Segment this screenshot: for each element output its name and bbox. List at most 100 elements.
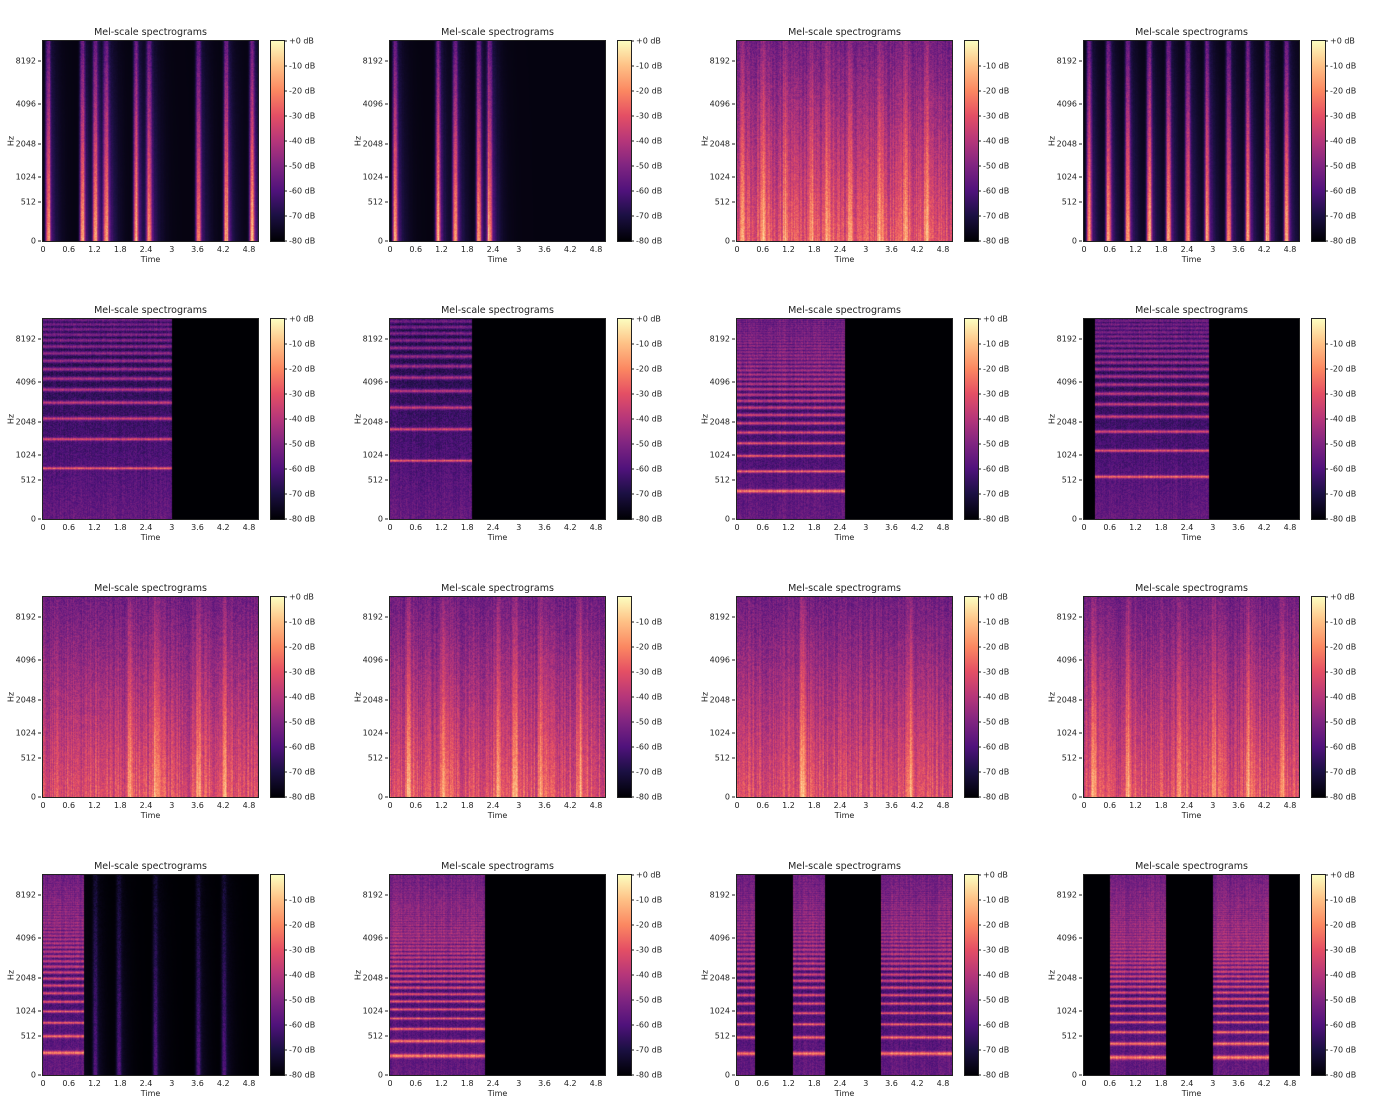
colorbar-tick-label: -10 dB <box>284 62 315 71</box>
x-axis-label: Time <box>140 1089 161 1098</box>
y-tick-label: 1024 <box>1057 729 1082 738</box>
y-tick-label: 0 <box>31 515 41 524</box>
colorbar-tick-label: -70 dB <box>631 768 662 777</box>
chart-title: Mel-scale spectrograms <box>94 583 207 594</box>
colorbar-tick-label: -40 dB <box>978 971 1009 980</box>
x-tick-label: 1.8 <box>460 801 474 810</box>
colorbar-tick-label: -50 dB <box>284 718 315 727</box>
y-tick-label: 4096 <box>363 934 388 943</box>
colorbar-tick-label: -40 dB <box>978 415 1009 424</box>
colorbar-tick-label: -40 dB <box>631 693 662 702</box>
colorbar-tick-label: -50 dB <box>284 440 315 449</box>
colorbar-tick-label: -30 dB <box>631 668 662 677</box>
colorbar-tick-label: -10 dB <box>978 62 1009 71</box>
spectrogram-image <box>43 875 258 1075</box>
y-tick-label: 1024 <box>363 173 388 182</box>
x-tick-label: 1.2 <box>435 523 448 532</box>
x-tick-label: 4.8 <box>936 523 950 532</box>
colorbar-tick-label: -50 dB <box>978 162 1009 171</box>
spectrogram-image <box>1084 41 1299 241</box>
x-tick-label: 3.6 <box>1232 245 1245 254</box>
x-tick-label: 1.8 <box>460 1079 474 1088</box>
spectrogram-image <box>43 597 258 797</box>
x-tick-label: 0.6 <box>62 245 76 254</box>
x-tick-label: 2.4 <box>833 523 847 532</box>
x-tick-label: 4.2 <box>563 801 577 810</box>
x-tick-label: 0.6 <box>409 1079 423 1088</box>
spectrogram-plot-area <box>1083 874 1300 1076</box>
x-tick-label: 4.2 <box>1257 245 1271 254</box>
colorbar-tick-label: -20 dB <box>978 921 1009 930</box>
colorbar-tick-label: -60 dB <box>1325 465 1356 474</box>
y-tick-label: 4096 <box>363 656 388 665</box>
y-axis-label: Hz <box>700 135 710 147</box>
x-tick-label: 3 <box>1210 1079 1216 1088</box>
x-tick-label: 4.2 <box>1257 801 1271 810</box>
colorbar-tick-label: -50 dB <box>1325 718 1356 727</box>
colorbar-tick-label: -30 dB <box>284 946 315 955</box>
y-tick-label: 512 <box>715 198 735 207</box>
x-tick-label: 1.2 <box>782 245 795 254</box>
colorbar-tick-label: -30 dB <box>978 668 1009 677</box>
x-tick-label: 0.6 <box>1103 1079 1117 1088</box>
spectrogram-panel: Mel-scale spectrograms 0 512 1024 2048 4096 81… <box>347 834 694 1112</box>
x-tick-label: 1.2 <box>1129 245 1142 254</box>
x-tick-label: 0 <box>40 245 46 254</box>
spectrogram-panel: Mel-scale spectrograms 0 512 1024 2048 4096 81… <box>0 834 347 1112</box>
chart-title: Mel-scale spectrograms <box>441 27 554 38</box>
y-tick-label: 4096 <box>1057 378 1082 387</box>
colorbar <box>964 40 979 242</box>
y-tick-label: 8192 <box>363 890 388 899</box>
chart-title: Mel-scale spectrograms <box>1135 305 1248 316</box>
spectrogram-plot-area <box>1083 40 1300 242</box>
spectrogram-plot-area <box>389 874 606 1076</box>
y-tick-label: 1024 <box>710 729 735 738</box>
colorbar-tick-label: -60 dB <box>978 465 1009 474</box>
colorbar-tick-label: -50 dB <box>978 440 1009 449</box>
spectrogram-image <box>737 41 952 241</box>
x-tick-label: 1.2 <box>782 1079 795 1088</box>
x-axis-label: Time <box>834 255 855 264</box>
colorbar-tick-label: -80 dB <box>1325 1071 1356 1080</box>
spectrogram-panel: Mel-scale spectrograms 0 512 1024 2048 4096 81… <box>1041 834 1376 1112</box>
x-tick-label: 0.6 <box>1103 523 1117 532</box>
x-tick-label: 1.8 <box>460 523 474 532</box>
colorbar <box>270 318 285 520</box>
colorbar-tick-label: -50 dB <box>1325 162 1356 171</box>
x-tick-label: 0 <box>734 801 740 810</box>
spectrogram-panel: Mel-scale spectrograms 0 512 1024 2048 4096 81… <box>347 0 694 278</box>
colorbar-tick-label: -60 dB <box>631 1021 662 1030</box>
colorbar-tick-label: -10 dB <box>1325 618 1356 627</box>
colorbar-tick-label: +0 dB <box>978 871 1008 880</box>
colorbar-tick-label: -10 dB <box>631 896 662 905</box>
colorbar-tick-label: -30 dB <box>284 112 315 121</box>
y-tick-label: 4096 <box>16 100 41 109</box>
x-tick-label: 1.8 <box>1154 801 1168 810</box>
colorbar <box>964 318 979 520</box>
y-tick-label: 1024 <box>16 729 41 738</box>
x-tick-label: 3 <box>169 801 175 810</box>
spectrogram-image <box>43 319 258 519</box>
y-tick-label: 8192 <box>1057 56 1082 65</box>
y-tick-label: 8192 <box>363 334 388 343</box>
colorbar-tick-label: -80 dB <box>631 515 662 524</box>
y-tick-label: 2048 <box>1057 139 1082 148</box>
x-axis-label: Time <box>1181 533 1202 542</box>
y-tick-label: 1024 <box>363 451 388 460</box>
x-tick-label: 2.4 <box>833 801 847 810</box>
x-tick-label: 1.8 <box>113 1079 127 1088</box>
spectrogram-image <box>390 597 605 797</box>
x-tick-label: 3.6 <box>885 245 898 254</box>
x-tick-label: 2.4 <box>139 523 153 532</box>
y-tick-label: 8192 <box>710 890 735 899</box>
colorbar-tick-label: -60 dB <box>631 465 662 474</box>
spectrogram-panel: Mel-scale spectrograms 0 512 1024 2048 4096 81… <box>1041 556 1376 834</box>
colorbar-tick-label: -60 dB <box>978 187 1009 196</box>
y-tick-label: 0 <box>1072 515 1082 524</box>
y-tick-label: 0 <box>31 793 41 802</box>
spectrogram-image <box>737 875 952 1075</box>
y-tick-label: 8192 <box>16 56 41 65</box>
x-tick-label: 1.8 <box>807 801 821 810</box>
y-tick-label: 1024 <box>1057 1007 1082 1016</box>
y-tick-label: 8192 <box>1057 334 1082 343</box>
